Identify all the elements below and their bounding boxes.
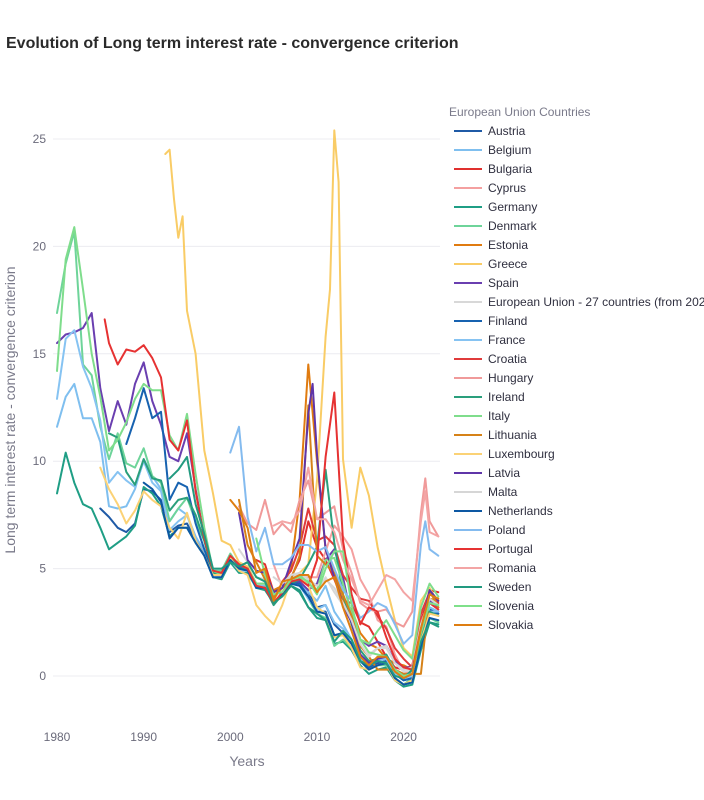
- legend-label: Estonia: [488, 238, 528, 252]
- legend-label: Slovenia: [488, 599, 534, 613]
- legend-item[interactable]: Lithuania: [454, 428, 537, 442]
- series-line-malta: [272, 571, 440, 671]
- legend-label: Luxembourg: [488, 447, 555, 461]
- legend-label: Cyprus: [488, 181, 526, 195]
- legend-title: European Union Countries: [449, 105, 590, 119]
- legend-label: Netherlands: [488, 504, 553, 518]
- legend-items: Austria Belgium Bulgaria Cyprus Germany Denma…: [454, 124, 704, 632]
- legend-item[interactable]: Netherlands: [454, 504, 553, 518]
- x-tick-label: 1980: [44, 730, 71, 744]
- x-tick-label: 2010: [304, 730, 331, 744]
- legend-label: Portugal: [488, 542, 533, 556]
- legend-item[interactable]: Estonia: [454, 238, 528, 252]
- legend-item[interactable]: Belgium: [454, 143, 531, 157]
- legend-label: France: [488, 333, 526, 347]
- y-tick-label: 25: [33, 132, 47, 146]
- series-line-denmark: [56, 230, 440, 686]
- x-axis-ticks: 1980 1990 2000 2010 2020: [44, 730, 418, 744]
- legend-item[interactable]: Spain: [454, 276, 519, 290]
- x-tick-label: 2000: [217, 730, 244, 744]
- legend-label: Ireland: [488, 390, 525, 404]
- legend-item[interactable]: Slovakia: [454, 618, 534, 632]
- legend-item[interactable]: Croatia: [454, 352, 527, 366]
- legend-label: Finland: [488, 314, 527, 328]
- series-line-portugal: [103, 318, 440, 671]
- legend-label: Greece: [488, 257, 528, 271]
- legend-item[interactable]: Slovenia: [454, 599, 534, 613]
- legend-label: Croatia: [488, 352, 527, 366]
- legend-label: Germany: [488, 200, 537, 214]
- legend-item[interactable]: Italy: [454, 409, 510, 423]
- x-tick-label: 2020: [390, 730, 417, 744]
- legend-label: Hungary: [488, 371, 533, 385]
- chart-title: Evolution of Long term interest rate - c…: [6, 35, 459, 52]
- legend-label: Lithuania: [488, 428, 537, 442]
- legend-label: European Union - 27 countries (from 2020…: [488, 295, 704, 309]
- series-line-sweden: [168, 455, 440, 680]
- legend-label: Romania: [488, 561, 536, 575]
- legend-item[interactable]: Malta: [454, 485, 518, 499]
- series-line-slovakia: [229, 498, 440, 680]
- legend-item[interactable]: Austria: [454, 124, 526, 138]
- legend-item[interactable]: Ireland: [454, 390, 525, 404]
- legend-label: Denmark: [488, 219, 538, 233]
- legend-item[interactable]: Denmark: [454, 219, 538, 233]
- legend-label: Bulgaria: [488, 162, 532, 176]
- legend-label: Latvia: [488, 466, 520, 480]
- y-axis-title: Long term interest rate - convergence cr…: [2, 266, 18, 553]
- series-line-hungary: [238, 477, 440, 628]
- legend-item[interactable]: Greece: [454, 257, 528, 271]
- legend-label: Malta: [488, 485, 518, 499]
- series-lines: [56, 129, 440, 688]
- legend-label: Poland: [488, 523, 525, 537]
- y-tick-label: 5: [39, 562, 46, 576]
- series-line-romania: [272, 466, 440, 607]
- legend-label: Italy: [488, 409, 510, 423]
- legend-label: Belgium: [488, 143, 531, 157]
- legend-item[interactable]: Germany: [454, 200, 537, 214]
- legend-item[interactable]: Finland: [454, 314, 527, 328]
- legend-label: Austria: [488, 124, 526, 138]
- legend-item[interactable]: Cyprus: [454, 181, 526, 195]
- x-tick-label: 1990: [130, 730, 157, 744]
- legend-item[interactable]: Bulgaria: [454, 162, 532, 176]
- legend-item[interactable]: Sweden: [454, 580, 531, 594]
- series-line-poland: [229, 425, 440, 645]
- legend-label: Slovakia: [488, 618, 534, 632]
- y-tick-label: 20: [33, 239, 47, 253]
- legend-item[interactable]: Luxembourg: [454, 447, 555, 461]
- legend-item[interactable]: France: [454, 333, 526, 347]
- legend-item[interactable]: Portugal: [454, 542, 533, 556]
- legend: European Union Countries Austria Belgium B…: [449, 105, 704, 632]
- series-line-italy: [56, 226, 440, 660]
- x-axis-title: Years: [229, 753, 264, 769]
- legend-item[interactable]: Romania: [454, 561, 536, 575]
- y-tick-label: 10: [33, 454, 47, 468]
- legend-item[interactable]: Latvia: [454, 466, 520, 480]
- y-tick-label: 0: [39, 669, 46, 683]
- legend-item[interactable]: Poland: [454, 523, 525, 537]
- legend-label: Spain: [488, 276, 519, 290]
- gridlines: [53, 138, 440, 677]
- y-tick-label: 15: [33, 347, 47, 361]
- legend-item[interactable]: European Union - 27 countries (from 2020…: [454, 295, 704, 309]
- y-axis-ticks: 0 5 10 15 20 25: [33, 132, 47, 683]
- series-line-spain: [56, 312, 440, 669]
- legend-item[interactable]: Hungary: [454, 371, 533, 385]
- legend-label: Sweden: [488, 580, 531, 594]
